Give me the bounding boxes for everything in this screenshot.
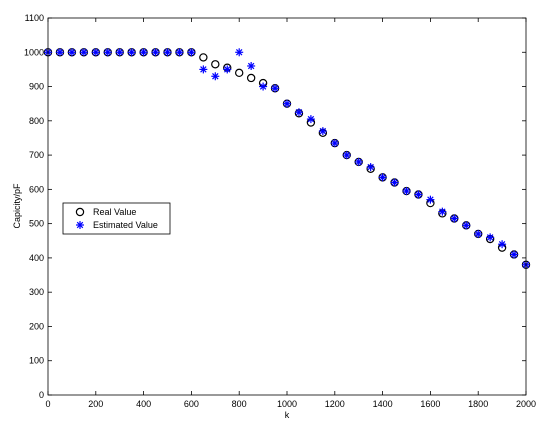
- data-point-estimated-value: [402, 187, 411, 196]
- x-tick-label: 600: [184, 399, 199, 409]
- y-tick-label: 900: [29, 82, 44, 92]
- data-point-estimated-value: [199, 65, 208, 74]
- y-tick-label: 400: [29, 253, 44, 263]
- data-point-estimated-value: [414, 190, 423, 199]
- data-point-real-value: [234, 68, 244, 78]
- y-tick-label: 200: [29, 321, 44, 331]
- data-point-estimated-value: [306, 115, 315, 124]
- data-point-estimated-value: [426, 195, 435, 204]
- data-point-estimated-value: [247, 61, 256, 70]
- data-point-estimated-value: [498, 240, 507, 249]
- x-tick-label: 1000: [277, 399, 297, 409]
- y-tick-label: 0: [39, 390, 44, 400]
- x-tick-label: 200: [88, 399, 103, 409]
- data-point-estimated-value: [366, 163, 375, 172]
- data-point-estimated-value: [294, 108, 303, 117]
- x-tick-label: 1200: [325, 399, 345, 409]
- data-point-estimated-value: [55, 48, 64, 57]
- y-tick-label: 700: [29, 150, 44, 160]
- data-point-estimated-value: [510, 250, 519, 259]
- legend-label-estimated-value: Estimated Value: [93, 220, 158, 230]
- data-point-real-value: [211, 60, 220, 69]
- y-tick-label: 1100: [25, 13, 44, 23]
- x-tick-label: 800: [232, 399, 247, 409]
- data-point-estimated-value: [450, 214, 459, 223]
- data-point-estimated-value: [139, 48, 148, 57]
- data-point-estimated-value: [187, 48, 196, 57]
- plot-area-frame: [47, 17, 527, 396]
- data-point-real-value: [199, 53, 208, 62]
- data-point-estimated-value: [103, 48, 112, 57]
- data-point-estimated-value: [378, 173, 387, 182]
- data-point-estimated-value: [151, 48, 160, 57]
- tick-layer: 0 200 400 600 800 1000 1200 1400 1600 1800 2000 0 10…: [24, 13, 536, 409]
- x-tick-label: 2000: [516, 399, 536, 409]
- y-tick-label: 800: [29, 116, 44, 126]
- data-point-estimated-value: [211, 72, 220, 81]
- data-point-estimated-value: [67, 48, 76, 57]
- data-point-estimated-value: [79, 48, 88, 57]
- data-point-estimated-value: [175, 48, 184, 57]
- data-point-estimated-value: [163, 48, 172, 57]
- legend-label-real-value: Real Value: [93, 207, 136, 217]
- data-point-real-value: [246, 73, 256, 83]
- legend: Real Value Estimated Value: [62, 202, 171, 235]
- data-point-estimated-value: [462, 221, 471, 230]
- data-point-estimated-value: [330, 139, 339, 148]
- data-point-estimated-value: [115, 48, 124, 57]
- x-tick-label: 1800: [468, 399, 488, 409]
- data-point-estimated-value: [438, 207, 447, 216]
- data-point-estimated-value: [390, 178, 399, 187]
- data-point-estimated-value: [127, 48, 136, 57]
- x-tick-label: 1400: [373, 399, 393, 409]
- y-tick-label: 1000: [24, 47, 44, 57]
- legend-marker-estimated-value: [76, 221, 84, 229]
- data-point-estimated-value: [354, 157, 363, 166]
- data-points-layer: [43, 48, 531, 269]
- x-axis-label: k: [285, 410, 290, 420]
- data-point-estimated-value: [235, 48, 244, 57]
- x-tick-label: 400: [136, 399, 151, 409]
- y-axis-label: Capicity/pF: [12, 183, 22, 229]
- x-tick-label: 0: [45, 399, 50, 409]
- data-point-estimated-value: [259, 82, 268, 91]
- data-point-estimated-value: [474, 229, 483, 238]
- y-tick-label: 300: [29, 287, 44, 297]
- y-tick-label: 500: [29, 219, 44, 229]
- data-point-estimated-value: [223, 65, 232, 74]
- data-point-estimated-value: [486, 233, 495, 242]
- data-point-estimated-value: [91, 48, 100, 57]
- legend-marker-real-value: [75, 207, 85, 217]
- y-tick-label: 100: [29, 356, 44, 366]
- x-tick-label: 1600: [420, 399, 440, 409]
- data-point-estimated-value: [342, 151, 351, 160]
- data-point-estimated-value: [318, 127, 327, 136]
- data-point-estimated-value: [271, 84, 280, 93]
- data-point-estimated-value: [283, 99, 291, 108]
- y-tick-label: 600: [29, 184, 44, 194]
